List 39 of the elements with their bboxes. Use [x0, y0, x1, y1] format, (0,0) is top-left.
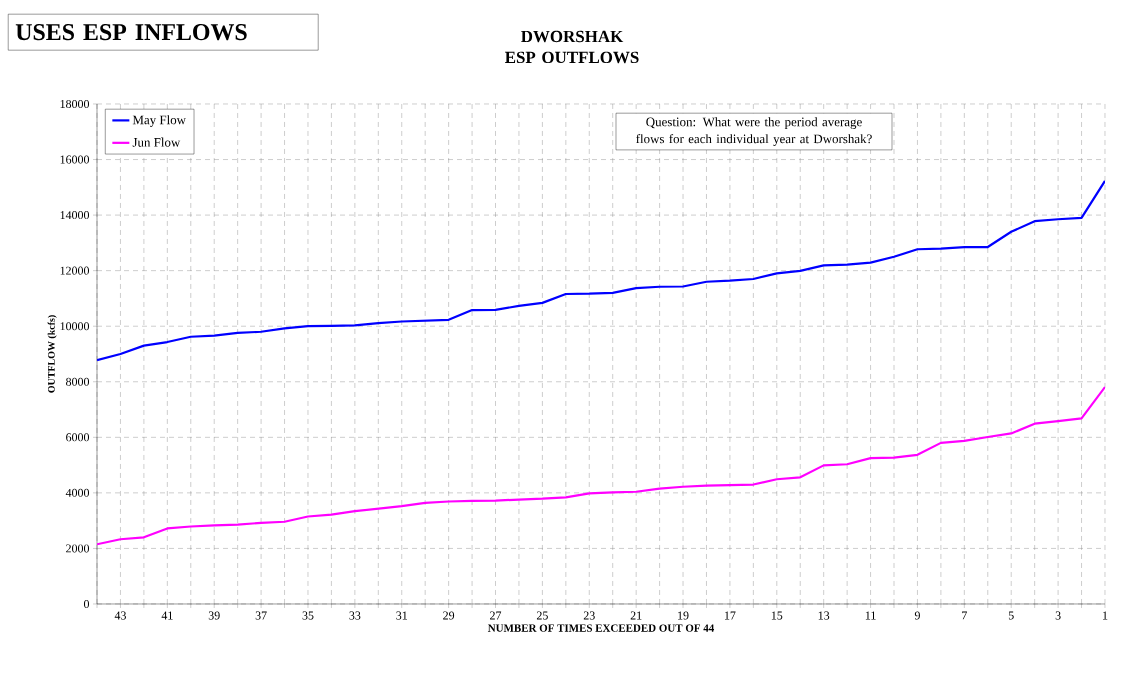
x-tick-label: 11: [865, 611, 876, 620]
x-tick-label: 3: [1055, 611, 1061, 620]
legend-label: Jun Flow: [132, 137, 181, 147]
y-tick-label: 4000: [65, 488, 90, 497]
y-tick-label: 10000: [60, 322, 90, 331]
x-tick-label: 39: [208, 611, 220, 620]
x-tick-label: 7: [962, 611, 967, 620]
annotation: Question: What were the period average flows for each individual year at Dworshak?: [636, 117, 872, 146]
chart-title: DWORSHAK ESP OUTFLOWS: [505, 30, 639, 64]
legend-label: May Flow: [132, 115, 186, 127]
x-tick-label: 37: [255, 611, 267, 620]
x-tick-label: 35: [302, 611, 314, 620]
y-tick-label: 14000: [60, 211, 90, 220]
x-tick-label: 25: [536, 611, 548, 620]
x-tick-label: 43: [114, 611, 126, 620]
x-tick-label: 21: [630, 611, 642, 620]
x-tick-label: 15: [771, 611, 783, 620]
x-tick-label: 19: [678, 611, 689, 620]
x-tick-label: 9: [914, 611, 920, 620]
y-tick-label: 0: [83, 599, 90, 609]
x-axis-title: NUMBER OF TIMES EXCEEDED OUT OF 44: [487, 624, 715, 632]
y-tick-label: 2000: [66, 544, 90, 553]
x-tick-label: 23: [583, 611, 595, 620]
x-tick-label: 17: [724, 611, 736, 620]
x-tick-label: 31: [396, 611, 408, 620]
x-tick-label: 13: [818, 611, 830, 620]
y-axis-title: OUTFLOW (kcfs): [47, 315, 57, 393]
x-tick-label: 29: [443, 611, 455, 620]
x-tick-label: 33: [349, 611, 361, 620]
y-tick-label: 12000: [60, 266, 90, 275]
y-tick-label: 6000: [66, 433, 90, 442]
x-tick-label: 1: [1103, 611, 1108, 620]
x-tick-label: 41: [161, 611, 173, 620]
text: USES ESP INFLOWS: [15, 24, 247, 41]
y-tick-label: 18000: [60, 99, 90, 109]
y-tick-label: 8000: [66, 377, 90, 386]
x-tick-label: 5: [1008, 611, 1014, 620]
x-tick-label: 27: [490, 611, 502, 620]
y-tick-label: 16000: [60, 155, 90, 164]
